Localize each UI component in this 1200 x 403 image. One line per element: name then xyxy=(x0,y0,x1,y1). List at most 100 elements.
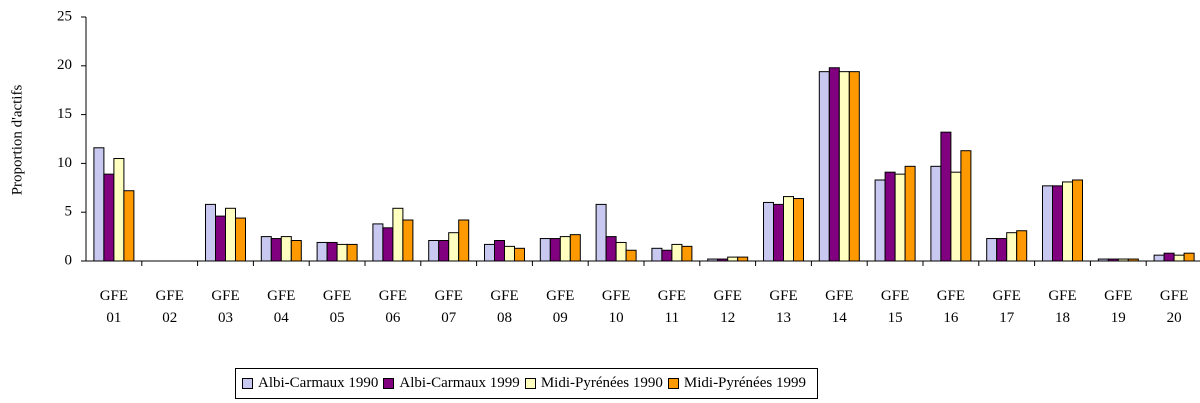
bar xyxy=(707,258,719,262)
bar xyxy=(484,243,495,262)
x-tick-label: GFE 15 xyxy=(880,288,910,326)
x-tick-label: GFE 09 xyxy=(546,288,575,326)
legend-item: Albi-Carmaux 1999 xyxy=(383,375,520,392)
x-tick-label: GFE 13 xyxy=(769,288,798,326)
bar xyxy=(1173,254,1185,262)
bar xyxy=(818,71,830,262)
bar xyxy=(1127,258,1139,262)
bar xyxy=(123,190,135,262)
bar xyxy=(727,256,739,262)
y-tick-label: 25 xyxy=(57,8,72,24)
bar xyxy=(1042,185,1053,262)
bar xyxy=(904,165,916,262)
bar xyxy=(428,240,440,262)
x-tick-label: GFE 11 xyxy=(657,288,687,326)
y-tick-label: 15 xyxy=(57,106,72,122)
bar xyxy=(448,232,460,262)
x-tick-label: GFE 01 xyxy=(99,288,129,326)
bar xyxy=(438,240,450,262)
bar xyxy=(382,227,394,262)
bar xyxy=(793,198,804,262)
bar xyxy=(103,173,115,262)
bar xyxy=(1072,179,1083,262)
bar xyxy=(848,71,860,262)
bar xyxy=(884,171,896,262)
legend-label: Midi-Pyrénées 1999 xyxy=(683,375,806,391)
x-tick-label: GFE 08 xyxy=(490,288,519,326)
bar xyxy=(615,241,627,262)
bar xyxy=(960,150,972,262)
bar xyxy=(651,247,663,262)
x-tick-label: GFE 07 xyxy=(434,288,463,326)
bar xyxy=(316,241,328,262)
bar xyxy=(1006,232,1018,262)
bar xyxy=(1062,181,1073,262)
bar xyxy=(671,243,683,262)
bar xyxy=(549,238,561,262)
legend-label: Midi-Pyrénées 1990 xyxy=(540,375,663,391)
legend-label: Albi-Carmaux 1990 xyxy=(258,375,379,391)
bar xyxy=(494,240,505,262)
bar xyxy=(93,147,105,262)
legend-item: Midi-Pyrénées 1990 xyxy=(524,375,663,392)
bar xyxy=(559,236,571,262)
y-tick-label: 0 xyxy=(65,252,73,268)
y-tick-label: 5 xyxy=(65,204,73,220)
bar xyxy=(874,179,886,262)
bar xyxy=(205,203,216,262)
bar xyxy=(402,219,414,262)
x-tick-label: GFE 06 xyxy=(378,288,408,326)
bar xyxy=(986,238,998,262)
bar xyxy=(717,258,729,262)
x-tick-label: GFE 04 xyxy=(267,288,296,326)
x-tick-label: GFE 05 xyxy=(322,288,352,326)
x-tick-label: GFE 16 xyxy=(936,288,966,326)
bar xyxy=(336,243,348,262)
legend-label: Albi-Carmaux 1999 xyxy=(399,375,520,391)
bar xyxy=(1183,252,1195,262)
x-tick-label: GFE 18 xyxy=(1048,288,1077,326)
bar xyxy=(235,217,246,262)
bar xyxy=(625,249,637,262)
bar xyxy=(1117,258,1129,262)
bar xyxy=(569,234,581,262)
x-tick-label: GFE 12 xyxy=(713,288,742,326)
legend: Albi-Carmaux 1990 Albi-Carmaux 1999 Midi-P… xyxy=(235,368,818,399)
bar xyxy=(458,219,470,262)
bar xyxy=(260,236,272,262)
x-tick-label: GFE 10 xyxy=(601,288,631,326)
bar xyxy=(1052,185,1063,262)
bar xyxy=(783,196,794,262)
x-tick-label: GFE 14 xyxy=(825,288,854,326)
legend-item: Midi-Pyrénées 1999 xyxy=(667,375,806,392)
bar xyxy=(270,238,282,262)
bar xyxy=(1107,258,1119,262)
y-axis-label: Proportion d'actifs xyxy=(9,85,25,196)
bar xyxy=(681,245,693,262)
y-tick-label: 10 xyxy=(57,155,72,171)
bar xyxy=(514,247,525,262)
y-tick-label: 20 xyxy=(57,57,72,73)
bar xyxy=(763,201,774,262)
bar xyxy=(737,256,749,262)
x-tick-label: GFE 03 xyxy=(211,288,240,326)
legend-item: Albi-Carmaux 1990 xyxy=(242,375,378,392)
bar xyxy=(930,165,942,262)
bar xyxy=(950,171,962,262)
x-tick-label: GFE 02 xyxy=(155,288,184,326)
legend-swatch xyxy=(242,378,253,389)
bar xyxy=(346,243,358,262)
bar xyxy=(1097,258,1109,262)
bar xyxy=(372,223,384,262)
bar xyxy=(661,249,673,262)
bar xyxy=(215,215,226,262)
bar xyxy=(326,241,338,262)
bar xyxy=(595,203,607,262)
bar xyxy=(894,173,906,262)
legend-swatch xyxy=(667,378,679,389)
bar xyxy=(996,238,1008,262)
bar xyxy=(1016,230,1028,262)
bar xyxy=(1153,254,1165,262)
